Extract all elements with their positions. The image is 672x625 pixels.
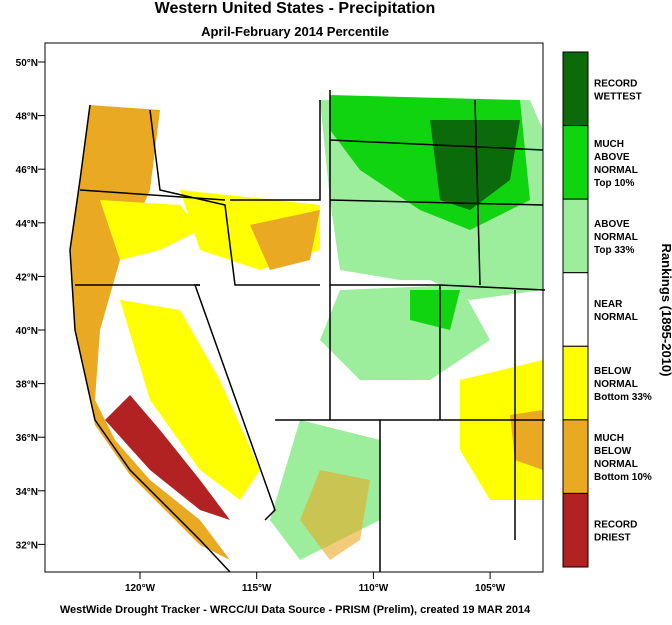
legend-label: NORMAL (594, 232, 638, 243)
lat-label: 38°N (16, 380, 38, 391)
lat-label: 50°N (16, 58, 38, 69)
legend-label: Top 33% (594, 245, 634, 256)
lat-label: 46°N (16, 165, 38, 176)
legend-swatch (562, 272, 589, 347)
legend-swatch (562, 345, 589, 421)
legend-label: MUCH (594, 433, 624, 444)
legend-swatch (562, 419, 589, 494)
title: Western United States - Precipitation (155, 0, 436, 17)
legend-label: BELOW (594, 366, 632, 377)
lat-label: 44°N (16, 219, 38, 230)
lon-label: 110°W (359, 583, 389, 594)
lon-label: 105°W (475, 583, 506, 594)
legend-label: RECORD (594, 520, 637, 531)
lat-label: 42°N (16, 272, 38, 283)
lat-label: 48°N (16, 112, 38, 123)
legend-label: NEAR (594, 299, 623, 310)
legend-label: NORMAL (594, 379, 638, 390)
legend-swatch (562, 51, 589, 127)
lon-label: 120°W (125, 583, 156, 594)
legend-swatch (562, 198, 589, 274)
lat-label: 32°N (16, 540, 38, 551)
legend-label: ABOVE (594, 219, 630, 230)
legend-label: WETTEST (594, 91, 642, 102)
legend-label: RECORD (594, 78, 637, 89)
legend-label: BELOW (594, 446, 632, 457)
legend-label: ABOVE (594, 152, 630, 163)
legend-label: Bottom 33% (594, 392, 652, 403)
legend-label: NORMAL (594, 312, 638, 323)
legend-label: Bottom 10% (594, 472, 652, 483)
lon-label: 115°W (242, 583, 272, 594)
legend-swatch (562, 125, 589, 200)
footer: WestWide Drought Tracker - WRCC/UI Data … (60, 604, 531, 616)
map (44, 42, 546, 573)
legend-label: DRIEST (594, 533, 631, 544)
legend-label: Top 10% (594, 178, 634, 189)
lat-label: 36°N (16, 433, 38, 444)
legend-title: Rankings (1895-2010) (659, 244, 672, 377)
lat-label: 34°N (16, 487, 38, 498)
legend-label: MUCH (594, 139, 624, 150)
legend-swatch (562, 492, 589, 568)
lat-label: 40°N (16, 326, 38, 337)
subtitle: April-February 2014 Percentile (201, 24, 389, 39)
legend-label: NORMAL (594, 459, 638, 470)
legend-label: NORMAL (594, 165, 638, 176)
